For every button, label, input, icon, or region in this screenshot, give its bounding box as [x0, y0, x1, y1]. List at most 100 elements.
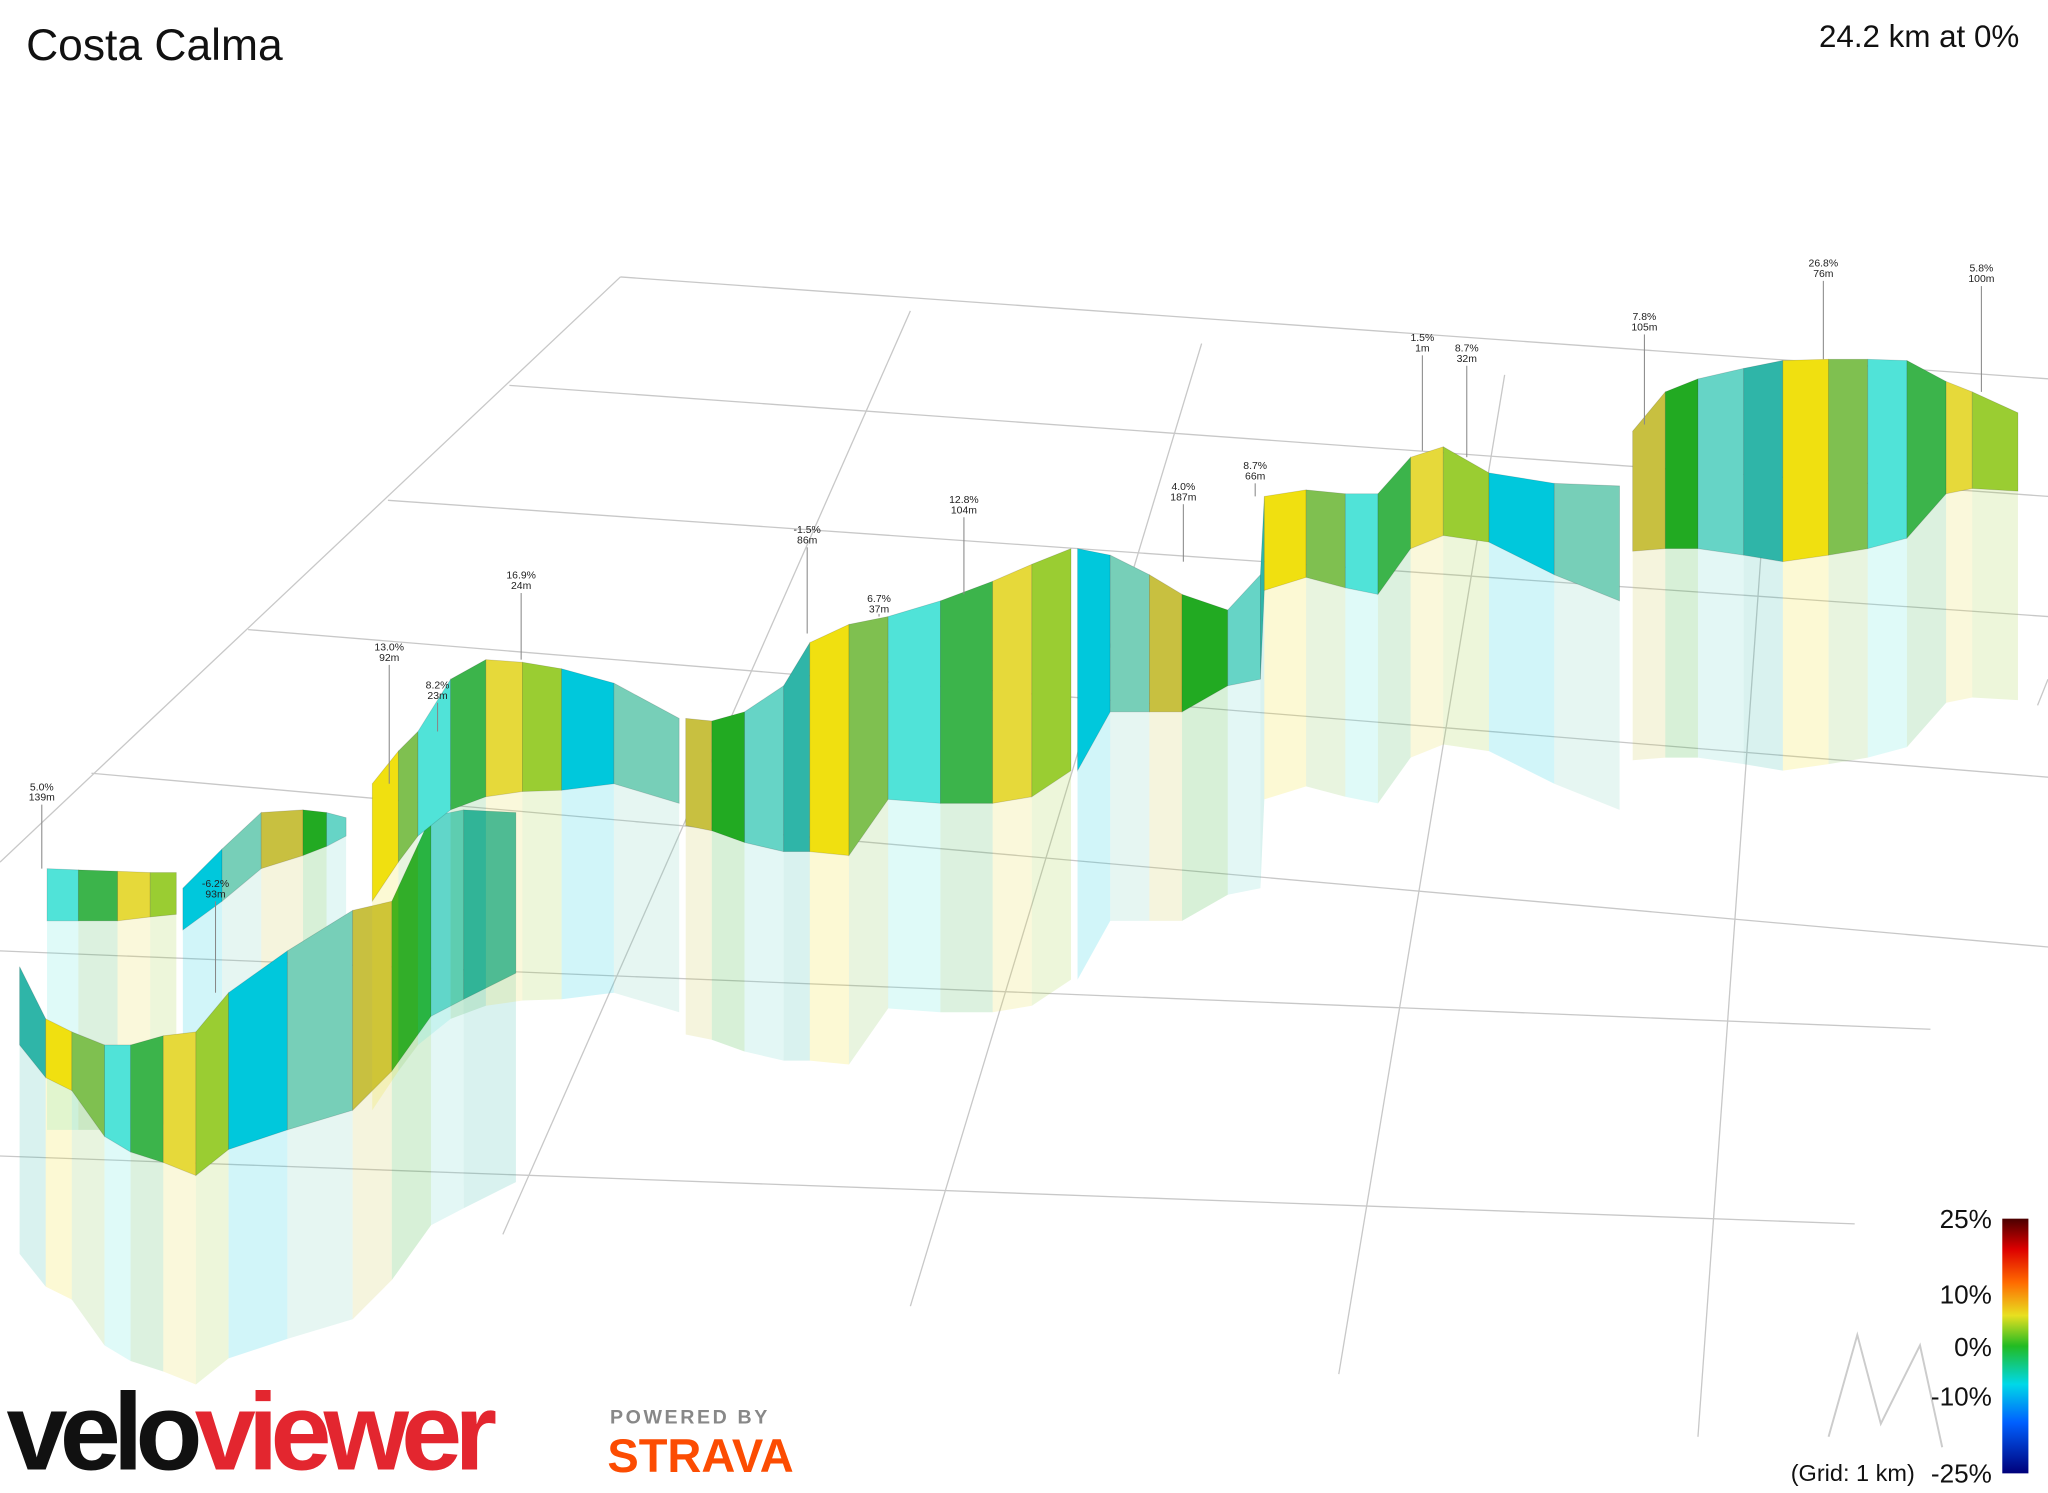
- grade-label: 5.8%: [1969, 264, 1993, 275]
- elevation-label: 187m: [1170, 492, 1196, 503]
- ribbon-shadow: [1632, 548, 1666, 761]
- ribbon-segment: [1971, 391, 2019, 492]
- ribbon-segment: [992, 563, 1033, 804]
- ribbon-segment: [1263, 489, 1307, 591]
- ribbon-shadow: [711, 830, 745, 1052]
- ribbon-segment: [1148, 574, 1183, 713]
- ribbon-segment: [561, 668, 615, 791]
- ribbon-segment: [809, 623, 850, 856]
- legend-tick-label: 25%: [1940, 1204, 1992, 1234]
- ribbon-shadow: [1488, 542, 1555, 784]
- ribbon-shadow: [1443, 535, 1489, 752]
- ribbon-segment: [45, 1018, 73, 1092]
- elevation-label: 86m: [797, 535, 817, 546]
- grade-label: 26.8%: [1809, 259, 1839, 270]
- ribbon-shadow: [940, 803, 993, 1013]
- ribbon-segment: [1410, 446, 1444, 550]
- ribbon-segment: [1828, 358, 1869, 556]
- grade-label: 4.0%: [1171, 482, 1195, 493]
- ribbon-segment: [1442, 446, 1490, 543]
- legend-tick-label: 0%: [1954, 1332, 1992, 1362]
- ribbon-shadow: [1828, 548, 1868, 765]
- ribbon-shadow: [1410, 535, 1444, 758]
- ribbon-shadow: [888, 799, 941, 1013]
- ribbon-shadow: [1110, 711, 1150, 921]
- ribbon-segment: [613, 682, 680, 804]
- ribbon-shadow: [1946, 488, 1973, 703]
- ribbon-segment: [1553, 482, 1620, 602]
- grade-label: 8.7%: [1243, 461, 1267, 472]
- ribbon-shadow: [19, 1044, 46, 1287]
- grade-label: 1.5%: [1410, 333, 1434, 344]
- ribbon-shadow: [1782, 555, 1829, 771]
- ribbon-shadow: [1554, 574, 1620, 810]
- elevation-label: 1m: [1415, 343, 1430, 354]
- elevation-ribbon: [19, 358, 2019, 1385]
- elevation-label: 139m: [29, 793, 55, 804]
- ribbon-shadow: [685, 825, 712, 1040]
- north-arrow: [1827, 1331, 1944, 1448]
- ribbon-shadow: [1306, 577, 1346, 797]
- grade-label: -6.2%: [202, 879, 229, 890]
- ribbon-segment: [485, 659, 523, 798]
- ribbon-segment: [1743, 360, 1784, 563]
- ribbon-segment: [1782, 358, 1829, 563]
- ribbon-shadow: [809, 851, 849, 1065]
- ribbon-shadow: [391, 1016, 432, 1281]
- elevation-label: 32m: [1457, 354, 1477, 365]
- ribbon-shadow: [104, 1136, 131, 1362]
- grid-note: (Grid: 1 km): [1791, 1460, 1915, 1486]
- ribbon-shadow: [848, 799, 889, 1065]
- ribbon-shadow: [1697, 548, 1744, 765]
- grade-label: 13.0%: [374, 643, 404, 654]
- ribbon-shadow: [352, 1071, 392, 1320]
- grade-label: 16.9%: [506, 571, 536, 582]
- ribbon-segment: [417, 677, 452, 837]
- strava-logo: STRAVA: [607, 1429, 793, 1482]
- ribbon-segment: [104, 1044, 132, 1153]
- logo: veloviewer: [7, 1371, 497, 1493]
- ribbon-segment: [1945, 380, 1973, 495]
- ribbon-shadow: [992, 796, 1032, 1013]
- grade-label: 6.7%: [867, 594, 891, 605]
- ribbon-shadow: [522, 790, 562, 1001]
- legend-tick-label: -10%: [1931, 1381, 1992, 1411]
- color-scale: [2002, 1218, 2029, 1474]
- ribbon-shadow: [1182, 685, 1228, 921]
- ribbon-segment: [940, 580, 994, 804]
- ribbon-segment: [1867, 358, 1908, 550]
- ribbon-segment: [711, 711, 745, 844]
- elevation-label: 104m: [951, 505, 977, 516]
- ribbon-shadow: [1867, 538, 1907, 758]
- ribbon-shadow: [744, 842, 784, 1061]
- ribbon-shadow: [613, 783, 680, 1013]
- grade-label: 8.2%: [426, 680, 450, 691]
- ribbon-shadow: [783, 851, 810, 1061]
- summary: 24.2 km at 0%: [1819, 19, 2019, 54]
- ribbon-segment: [46, 868, 79, 922]
- ribbon-shadow: [45, 1077, 72, 1300]
- legend-tick-label: 10%: [1940, 1280, 1992, 1310]
- legend-tick-label: -25%: [1931, 1459, 1992, 1489]
- ribbon-segment: [1305, 489, 1346, 589]
- ribbon-segment: [1697, 367, 1745, 556]
- ribbon-shadow: [398, 835, 418, 1072]
- ribbon-shadow: [450, 796, 486, 1019]
- elevation-label: 37m: [869, 605, 889, 616]
- ribbon-shadow: [287, 1110, 353, 1339]
- elevation-label: 105m: [1631, 323, 1657, 334]
- ribbon-shadow: [372, 862, 399, 1111]
- ribbon-shadow: [1665, 548, 1698, 758]
- ribbon-shadow: [417, 809, 451, 1045]
- ribbon-segment: [887, 600, 941, 804]
- ribbon-segment: [1031, 548, 1072, 798]
- ribbon-segment: [522, 661, 563, 792]
- grade-label: 12.8%: [949, 495, 979, 506]
- elevation-label: 92m: [379, 653, 399, 664]
- ribbon-shadow: [1227, 679, 1261, 895]
- title: Costa Calma: [26, 21, 283, 70]
- ribbon-segment: [149, 872, 177, 918]
- logo-viewer: viewer: [195, 1371, 497, 1493]
- ribbon-shadow: [228, 1129, 288, 1359]
